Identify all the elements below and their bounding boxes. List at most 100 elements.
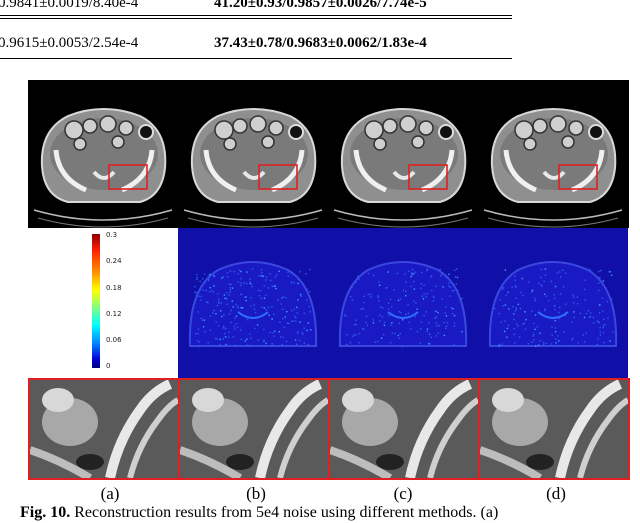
noise-speckle bbox=[597, 322, 600, 324]
noise-speckle bbox=[440, 275, 442, 277]
noise-speckle bbox=[245, 296, 248, 298]
noise-speckle bbox=[299, 321, 301, 323]
noise-speckle bbox=[514, 279, 516, 281]
figure-caption: Fig. 10. Reconstruction results from 5e4… bbox=[20, 504, 640, 522]
bone-edge bbox=[277, 397, 328, 478]
noise-speckle bbox=[309, 310, 311, 313]
noise-speckle bbox=[265, 342, 267, 345]
ilium-left bbox=[53, 149, 88, 193]
noise-speckle bbox=[194, 291, 196, 293]
dark-region bbox=[226, 454, 254, 470]
noise-speckle bbox=[195, 333, 197, 335]
noise-speckle bbox=[570, 345, 572, 347]
noise-speckle bbox=[296, 312, 299, 314]
noise-speckle bbox=[537, 282, 540, 284]
noise-speckle bbox=[527, 342, 530, 345]
noise-speckle bbox=[227, 276, 229, 278]
noise-speckle bbox=[282, 336, 284, 339]
gas-bubble bbox=[288, 124, 304, 140]
noise-speckle bbox=[389, 341, 392, 344]
noise-speckle bbox=[408, 321, 410, 324]
noise-speckle bbox=[212, 312, 214, 314]
noise-speckle bbox=[393, 289, 395, 291]
noise-speckle bbox=[281, 344, 283, 346]
noise-speckle bbox=[379, 314, 381, 317]
ilium-right bbox=[270, 149, 305, 193]
noise-speckle bbox=[294, 315, 296, 318]
noise-speckle bbox=[243, 282, 246, 284]
noise-speckle bbox=[551, 334, 553, 337]
noise-speckle bbox=[513, 333, 516, 335]
noise-speckle bbox=[381, 316, 384, 318]
noise-speckle bbox=[601, 297, 604, 299]
noise-speckle bbox=[531, 289, 534, 292]
noise-speckle bbox=[228, 331, 230, 333]
bowel-loop bbox=[561, 135, 575, 149]
noise-speckle bbox=[534, 297, 536, 300]
noise-speckle bbox=[265, 276, 268, 278]
noise-speckle bbox=[237, 306, 239, 308]
noise-speckle bbox=[558, 340, 560, 342]
noise-speckle bbox=[367, 293, 369, 296]
noise-speckle bbox=[562, 286, 565, 288]
noise-speckle bbox=[303, 342, 306, 344]
noise-speckle bbox=[389, 298, 392, 301]
noise-speckle bbox=[207, 275, 210, 278]
noise-speckle bbox=[218, 298, 220, 301]
noise-speckle bbox=[295, 343, 298, 346]
bowel-loop bbox=[249, 115, 267, 133]
gas-bubble bbox=[438, 124, 454, 140]
noise-speckle bbox=[265, 308, 268, 311]
noise-speckle bbox=[219, 268, 221, 271]
noise-speckle bbox=[544, 268, 547, 270]
noise-speckle bbox=[519, 307, 522, 310]
ilium-left bbox=[503, 149, 538, 193]
noise-speckle bbox=[226, 303, 228, 305]
noise-speckle bbox=[602, 310, 604, 312]
noise-speckle bbox=[302, 333, 304, 335]
noise-speckle bbox=[407, 312, 410, 314]
noise-speckle bbox=[203, 319, 206, 321]
noise-speckle bbox=[260, 269, 263, 271]
noise-speckle bbox=[453, 322, 456, 324]
noise-speckle bbox=[415, 302, 417, 304]
noise-speckle bbox=[592, 316, 595, 319]
noise-speckle bbox=[228, 313, 231, 315]
table-arc bbox=[333, 209, 473, 221]
ilium-right bbox=[120, 149, 155, 193]
noise-speckle bbox=[584, 279, 586, 281]
noise-speckle bbox=[237, 273, 239, 275]
noise-speckle bbox=[423, 293, 425, 295]
noise-speckle bbox=[240, 293, 242, 296]
noise-speckle bbox=[609, 270, 612, 273]
noise-speckle bbox=[272, 332, 274, 334]
noise-speckle bbox=[258, 294, 261, 297]
noise-speckle bbox=[228, 294, 230, 296]
noise-speckle bbox=[572, 296, 575, 298]
noise-speckle bbox=[533, 339, 535, 341]
noise-speckle bbox=[223, 325, 225, 328]
noise-speckle bbox=[398, 322, 400, 325]
bone-cortex bbox=[255, 380, 323, 478]
noise-speckle bbox=[553, 297, 556, 300]
noise-speckle bbox=[514, 285, 517, 287]
dark-region bbox=[376, 454, 404, 470]
noise-speckle bbox=[360, 308, 362, 310]
noise-speckle bbox=[539, 339, 541, 342]
noise-speckle bbox=[577, 303, 579, 305]
noise-speckle bbox=[353, 334, 355, 336]
noise-speckle bbox=[545, 342, 548, 345]
noise-speckle bbox=[292, 320, 294, 322]
noise-speckle bbox=[227, 336, 230, 339]
noise-speckle bbox=[229, 270, 232, 272]
noise-speckle bbox=[434, 285, 437, 288]
noise-speckle bbox=[351, 286, 353, 289]
noise-speckle bbox=[385, 287, 387, 289]
noise-speckle bbox=[558, 306, 561, 309]
noise-speckle bbox=[271, 285, 274, 288]
noise-speckle bbox=[285, 340, 288, 343]
noise-speckle bbox=[413, 272, 415, 275]
noise-speckle bbox=[197, 328, 200, 330]
noise-speckle bbox=[571, 337, 574, 340]
ilium-left bbox=[203, 149, 238, 193]
